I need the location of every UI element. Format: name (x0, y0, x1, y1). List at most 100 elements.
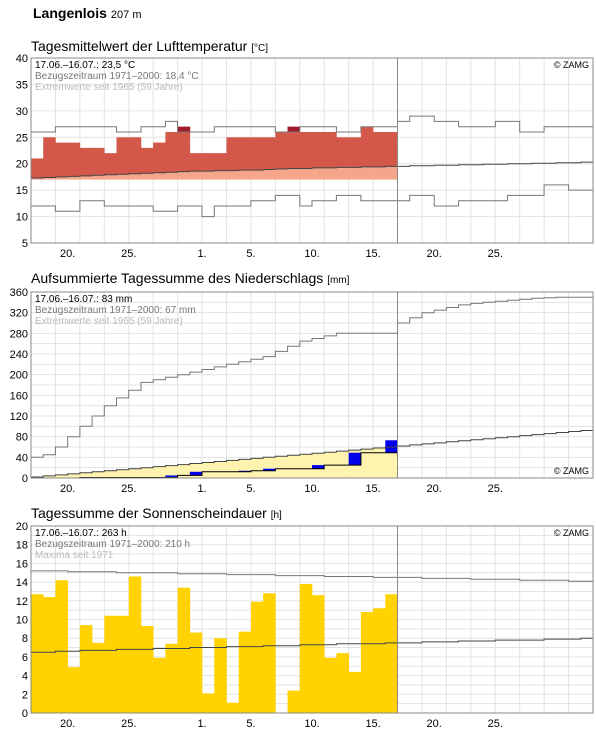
temperature-bar (385, 132, 398, 167)
sunshine-info-reference: Bezugszeitraum 1971–2000: 210 h (35, 539, 190, 550)
sunshine-bar (385, 594, 398, 713)
precipitation-title: Aufsummierte Tagessumme des Niederschlag… (31, 270, 349, 286)
precipitation-clim-band (67, 473, 81, 478)
sunshine-y-tick: 4 (22, 671, 28, 683)
precipitation-clim-band (116, 469, 130, 478)
precipitation-bar (238, 470, 252, 472)
precipitation-clim-band (250, 458, 264, 478)
temperature-bar (67, 142, 81, 177)
sunshine-bar (31, 594, 44, 713)
temperature-clim-band (153, 172, 166, 180)
temperature-unit: [°C] (251, 43, 268, 54)
temperature-clim-band (287, 168, 301, 180)
temperature-y-tick: 25 (16, 132, 28, 144)
precipitation-x-tick: 1. (197, 483, 206, 495)
precipitation-clim-band (373, 448, 386, 478)
temperature-clim-band (324, 167, 337, 180)
temperature-bar (189, 153, 203, 172)
temperature-clim-band (202, 171, 215, 180)
station-name: Langenlois (33, 5, 107, 21)
precipitation-clim-band (92, 471, 105, 478)
precipitation-y-tick: 0 (22, 473, 28, 485)
temperature-bar (324, 132, 337, 168)
precipitation-clim-band (153, 466, 166, 478)
sunshine-y-tick: 6 (22, 652, 28, 664)
precipitation-x-tick: 10. (304, 483, 319, 495)
temperature-record-bar (177, 126, 191, 132)
temperature-y-tick: 15 (16, 185, 28, 197)
temperature-clim-band (165, 172, 178, 180)
sunshine-y-tick: 8 (22, 633, 28, 645)
temperature-title-text: Tagesmittelwert der Lufttemperatur (31, 38, 248, 54)
precipitation-clim-band (226, 460, 239, 478)
temperature-bar (336, 137, 349, 168)
temperature-x-tick: 20. (427, 248, 442, 260)
temperature-x-tick: 25. (488, 248, 503, 260)
precipitation-y-tick: 320 (10, 308, 28, 320)
sunshine-title: Tagessumme der Sonnenscheindauer [h] (31, 505, 282, 521)
precipitation-y-tick: 360 (10, 287, 28, 299)
temperature-info-reference: Bezugszeitraum 1971–2000: 18,4 °C (35, 71, 199, 82)
precipitation-bar (189, 471, 203, 476)
sunshine-bar (177, 587, 191, 713)
precipitation-x-tick: 20. (60, 483, 75, 495)
sunshine-y-tick: 12 (16, 596, 28, 608)
sunshine-bar (348, 671, 362, 713)
temperature-y-tick: 35 (16, 79, 28, 91)
temperature-bar (360, 126, 374, 167)
precipitation-y-tick: 120 (10, 411, 28, 423)
temperature-bar (226, 137, 239, 171)
temperature-bar (55, 142, 68, 177)
temperature-bar (116, 137, 130, 175)
precipitation-x-tick: 15. (365, 483, 380, 495)
precipitation-info-extremes: Extremwerte seit 1965 (59 Jahre) (35, 316, 183, 327)
sunshine-y-tick: 2 (22, 689, 28, 701)
sunshine-bar (324, 657, 337, 713)
precipitation-x-tick: 25. (121, 483, 136, 495)
precipitation-clim-band (263, 457, 276, 478)
temperature-clim-band (275, 169, 288, 180)
temperature-x-tick: 1. (197, 248, 206, 260)
sunshine-bar (165, 643, 178, 713)
temperature-x-tick: 15. (365, 248, 380, 260)
sunshine-x-tick: 15. (365, 718, 380, 729)
precipitation-bar (165, 475, 178, 478)
temperature-x-tick: 20. (60, 248, 75, 260)
temperature-clim-band (177, 171, 191, 180)
temperature-clim-band (31, 177, 44, 180)
precipitation-clim-band (287, 455, 301, 478)
temperature-clim-band (312, 167, 325, 180)
temperature-clim-band (336, 167, 349, 180)
precipitation-clim-band (360, 449, 374, 478)
temperature-zamg-logo: © ZAMG (554, 60, 589, 70)
precipitation-y-tick: 160 (10, 390, 28, 402)
precipitation-max-line (31, 296, 593, 458)
temperature-bar (373, 132, 386, 167)
temperature-clim-band (263, 169, 276, 180)
temperature-bar (348, 137, 362, 168)
temperature-record-bar (287, 126, 301, 132)
precipitation-x-tick: 5. (246, 483, 255, 495)
precipitation-bar (385, 440, 398, 453)
sunshine-bar (92, 642, 105, 713)
sunshine-bar (43, 597, 56, 713)
precipitation-clim-band (214, 461, 227, 478)
temperature-plot (30, 57, 594, 244)
sunshine-x-tick: 25. (488, 718, 503, 729)
temperature-frame (30, 57, 594, 244)
precipitation-clim-band (275, 456, 288, 478)
sunshine-y-tick: 10 (16, 615, 28, 627)
sunshine-bar (263, 593, 276, 713)
precipitation-clim-band (165, 465, 178, 478)
precipitation-frame (30, 291, 594, 479)
sunshine-unit: [h] (270, 510, 282, 521)
temperature-clim-band (189, 171, 203, 180)
precipitation-clim-band (202, 462, 215, 478)
station-title: Langenlois 207 m (33, 5, 141, 21)
temperature-clim-band (92, 175, 105, 180)
sunshine-bar (189, 632, 203, 713)
precipitation-clim-band (128, 468, 142, 478)
temperature-clim-band (238, 170, 252, 180)
precipitation-clim-band (177, 464, 191, 478)
